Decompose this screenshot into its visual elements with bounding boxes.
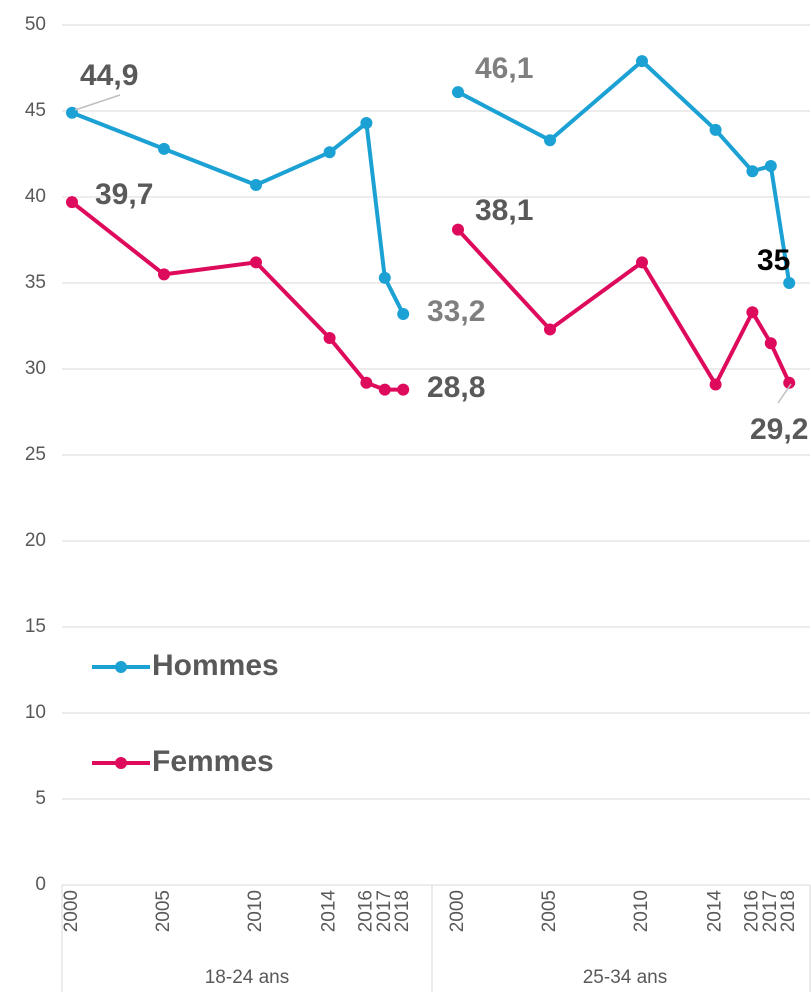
data-point xyxy=(544,323,556,336)
y-tick-label: 0 xyxy=(35,874,46,895)
y-tick-label: 30 xyxy=(25,358,46,379)
data-label: 44,9 xyxy=(80,59,138,92)
data-point xyxy=(746,306,759,319)
y-tick-label: 5 xyxy=(35,788,46,809)
series-line xyxy=(457,59,792,284)
x-tick-label: 2005 xyxy=(153,890,174,932)
x-tick-label: 2018 xyxy=(392,890,413,932)
x-tick-label: 2000 xyxy=(447,890,468,932)
data-label: 46,1 xyxy=(475,52,533,85)
leader-line xyxy=(777,383,792,404)
x-tick-label: 2010 xyxy=(631,890,652,932)
data-point xyxy=(746,165,759,178)
group-label: 18-24 ans xyxy=(205,967,290,988)
data-label: 29,2 xyxy=(750,413,808,446)
leader-line xyxy=(74,94,121,111)
y-tick-label: 35 xyxy=(25,272,46,293)
y-tick-label: 50 xyxy=(25,14,46,35)
data-label: 33,2 xyxy=(427,295,485,328)
series-line xyxy=(71,110,405,315)
legend-label: Hommes xyxy=(152,649,279,682)
x-tick-label: 2005 xyxy=(539,890,560,932)
x-tick-label: 2014 xyxy=(705,890,726,933)
x-tick-label: 2014 xyxy=(319,890,340,933)
data-point xyxy=(452,86,464,99)
data-point xyxy=(360,117,373,130)
data-point xyxy=(544,134,556,147)
y-tick-label: 45 xyxy=(25,100,46,121)
data-point xyxy=(323,332,336,345)
data-point xyxy=(66,196,78,209)
data-point xyxy=(250,256,262,269)
x-tick-label: 2018 xyxy=(778,890,799,932)
data-point xyxy=(158,268,170,281)
data-label: 39,7 xyxy=(95,178,153,211)
series-line xyxy=(456,228,792,387)
data-point xyxy=(764,160,777,173)
data-point xyxy=(452,223,464,236)
data-point xyxy=(397,307,410,320)
data-point xyxy=(764,337,777,350)
data-label: 35 xyxy=(757,244,790,277)
legend-label: Femmes xyxy=(152,745,274,778)
data-point xyxy=(158,142,170,155)
x-tick-label: 2017 xyxy=(760,890,781,932)
data-point xyxy=(783,277,796,289)
data-point xyxy=(250,178,262,191)
data-point xyxy=(636,55,648,68)
y-tick-label: 40 xyxy=(25,186,46,207)
data-label: 38,1 xyxy=(475,194,533,227)
data-point xyxy=(378,271,391,284)
series-line xyxy=(70,200,404,392)
y-tick-label: 25 xyxy=(25,444,46,465)
x-tick-label: 2016 xyxy=(355,890,376,932)
data-point xyxy=(360,376,373,389)
data-point xyxy=(709,378,722,391)
data-point xyxy=(378,383,391,396)
x-tick-label: 2000 xyxy=(61,890,82,932)
data-point xyxy=(783,376,796,389)
group-label: 25-34 ans xyxy=(583,967,668,988)
data-label: 28,8 xyxy=(427,371,485,404)
data-point xyxy=(636,256,648,269)
x-tick-label: 2016 xyxy=(741,890,762,932)
y-tick-label: 15 xyxy=(25,616,46,637)
y-tick-label: 20 xyxy=(25,530,46,551)
legend-marker xyxy=(115,661,127,673)
data-point xyxy=(709,123,722,136)
x-tick-label: 2010 xyxy=(245,890,266,932)
x-tick-label: 2017 xyxy=(374,890,395,932)
data-point xyxy=(66,106,78,119)
y-tick-label: 10 xyxy=(25,702,46,723)
data-point xyxy=(323,146,336,159)
legend-marker xyxy=(115,757,127,769)
data-point xyxy=(397,383,410,396)
